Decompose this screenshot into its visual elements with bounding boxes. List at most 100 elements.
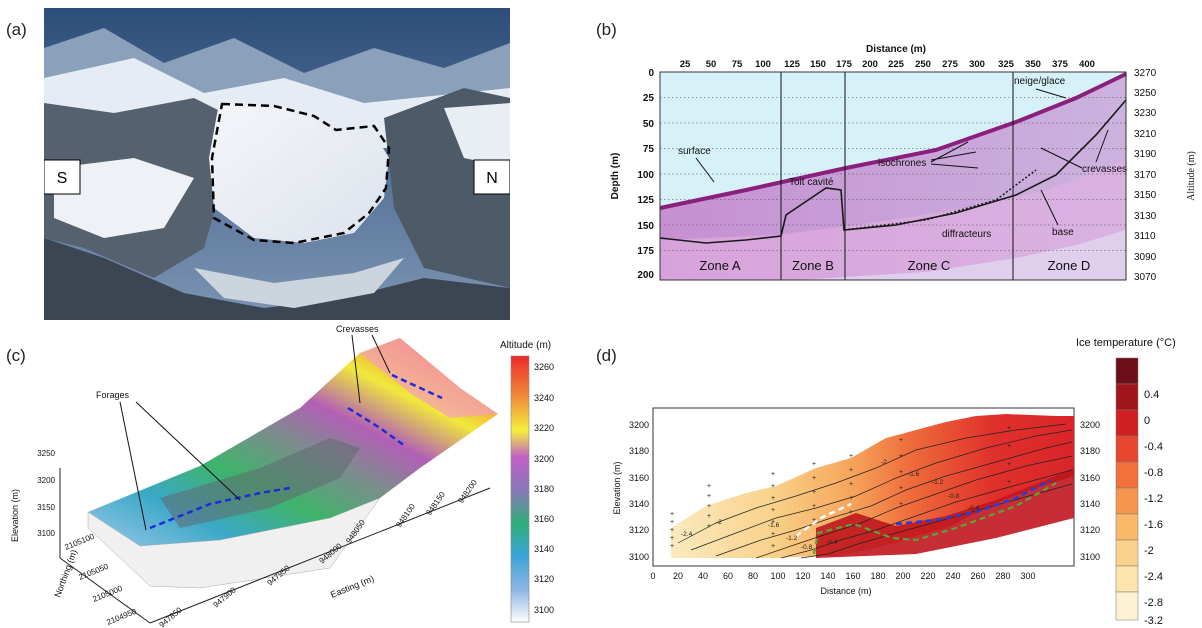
gpr-depth-tick: 100 bbox=[637, 170, 654, 181]
svg-text:+: + bbox=[670, 543, 674, 550]
gpr-depth-title: Depth (m) bbox=[610, 153, 621, 200]
svg-text:+: + bbox=[849, 509, 853, 516]
altitude-tick: 3200 bbox=[534, 454, 554, 464]
temp-x-tick: 60 bbox=[723, 571, 733, 581]
gpr-annotation-base: base bbox=[1052, 227, 1074, 238]
gpr-x-tick: 225 bbox=[888, 59, 905, 70]
temp-colorbar-tick: -0.8 bbox=[1144, 467, 1163, 479]
svg-text:+: + bbox=[899, 437, 903, 444]
gpr-annotation-diffracteurs: diffracteurs bbox=[942, 229, 991, 240]
gpr-x-tick: 325 bbox=[998, 59, 1015, 70]
panel-label-b: (b) bbox=[596, 20, 617, 39]
svg-text:+: + bbox=[707, 503, 711, 510]
temp-colorbar-title: Ice temperature (°C) bbox=[1076, 337, 1176, 349]
altitude-tick: 3140 bbox=[534, 544, 554, 554]
svg-text:+: + bbox=[670, 511, 674, 518]
gpr-alt-tick: 3170 bbox=[1134, 170, 1157, 181]
temp-y-tick: 3200 bbox=[629, 420, 649, 430]
altitude-tick: 3260 bbox=[534, 362, 554, 372]
gpr-annotation-toit: Toit cavité bbox=[789, 177, 834, 188]
svg-text:+: + bbox=[670, 527, 674, 534]
gpr-depth-tick: 0 bbox=[648, 68, 654, 79]
gpr-depth-tick: 125 bbox=[637, 195, 654, 206]
gpr-annotation-neige: neige/glace bbox=[1014, 76, 1066, 87]
gpr-x-tick: 350 bbox=[1025, 59, 1041, 70]
crevasses-label: Crevasses bbox=[336, 324, 379, 334]
gpr-x-tick: 125 bbox=[784, 59, 801, 70]
zone-a-label: Zone A bbox=[699, 258, 741, 273]
temp-x-tick: 160 bbox=[845, 571, 860, 581]
panel-label-c: (c) bbox=[6, 346, 26, 365]
temp-x-tick: 280 bbox=[995, 571, 1010, 581]
svg-text:+: + bbox=[1007, 425, 1011, 432]
contour-label: -0.4 bbox=[826, 539, 838, 546]
svg-text:+: + bbox=[849, 453, 853, 460]
gpr-x-tick: 25 bbox=[680, 59, 691, 70]
temp-y-tick: 3180 bbox=[629, 446, 649, 456]
gpr-x-tick: 50 bbox=[706, 59, 717, 70]
gpr-depth-tick: 25 bbox=[643, 93, 655, 104]
gpr-depth-tick: 50 bbox=[643, 119, 655, 130]
gpr-alt-tick: 3230 bbox=[1134, 108, 1157, 119]
zone-b-label: Zone B bbox=[792, 258, 834, 273]
gpr-alt-tick: 3270 bbox=[1134, 68, 1157, 79]
northing-tick: 2105100 bbox=[63, 532, 96, 552]
altitude-tick: 3220 bbox=[534, 423, 554, 433]
gpr-alt-tick: 3130 bbox=[1134, 211, 1157, 222]
temp-y-right-tick: 3180 bbox=[1080, 446, 1100, 456]
temp-colorbar-tick: -3.2 bbox=[1144, 615, 1163, 627]
svg-text:+: + bbox=[812, 461, 816, 468]
gpr-alt-tick: 3110 bbox=[1134, 231, 1156, 242]
radargram: Distance (m) 25 50 75 100 125 150 175 20… bbox=[610, 44, 1197, 283]
temp-colorbar-tick: -2.4 bbox=[1144, 571, 1163, 583]
temperature-section: + + + + + + + + + + + + + + + + + + + + + + + + + + + + + + + + + +… bbox=[612, 337, 1176, 627]
svg-text:+: + bbox=[1007, 443, 1011, 450]
gpr-alt-tick: 3210 bbox=[1134, 129, 1157, 140]
easting-tick: 947850 bbox=[158, 605, 185, 628]
altitude-tick: 3100 bbox=[534, 605, 554, 615]
svg-text:+: + bbox=[812, 489, 816, 496]
gpr-depth-tick: 75 bbox=[643, 144, 655, 155]
temp-y-title: Elevation (m) bbox=[612, 461, 622, 514]
svg-text:+: + bbox=[812, 475, 816, 482]
altitude-colorbar-title: Altitude (m) bbox=[500, 340, 551, 351]
temp-colorbar-tick: 0.4 bbox=[1144, 389, 1159, 401]
temp-x-tick: 240 bbox=[945, 571, 960, 581]
temp-x-tick: 200 bbox=[895, 571, 910, 581]
altitude-tick: 3180 bbox=[534, 484, 554, 494]
gpr-alt-tick: 3150 bbox=[1134, 190, 1157, 201]
temp-y-right-tick: 3100 bbox=[1080, 552, 1100, 562]
gpr-x-tick: 200 bbox=[862, 59, 878, 70]
svg-text:+: + bbox=[707, 513, 711, 520]
elevation-tick: 3250 bbox=[37, 449, 55, 458]
elevation-tick: 3100 bbox=[37, 529, 55, 538]
temp-x-tick: 180 bbox=[870, 571, 885, 581]
northing-tick: 2105050 bbox=[77, 562, 110, 582]
temp-y-tick: 3100 bbox=[629, 552, 649, 562]
svg-text:+: + bbox=[707, 483, 711, 490]
contour-label: -1.6 bbox=[908, 471, 920, 478]
temp-x-tick: 260 bbox=[970, 571, 985, 581]
svg-text:+: + bbox=[771, 483, 775, 490]
gpr-x-title: Distance (m) bbox=[866, 44, 926, 55]
svg-text:+: + bbox=[812, 503, 816, 510]
elevation-title: Elevation (m) bbox=[10, 489, 20, 542]
temp-x-tick: 80 bbox=[748, 571, 758, 581]
temp-x-tick: 40 bbox=[698, 571, 708, 581]
glacier-plateau bbox=[209, 103, 389, 243]
svg-text:+: + bbox=[849, 481, 853, 488]
svg-text:+: + bbox=[1007, 461, 1011, 468]
contour-label: -1.2 bbox=[786, 535, 798, 542]
temp-y-right-tick: 3120 bbox=[1080, 525, 1100, 535]
gpr-x-tick: 150 bbox=[810, 59, 826, 70]
svg-text:+: + bbox=[849, 467, 853, 474]
temp-x-tick: 120 bbox=[795, 571, 810, 581]
svg-text:+: + bbox=[899, 453, 903, 460]
contour-label: -2 bbox=[716, 519, 722, 526]
temp-x-title: Distance (m) bbox=[820, 586, 871, 596]
gpr-x-tick: 300 bbox=[969, 59, 985, 70]
temp-x-tick: 20 bbox=[673, 571, 683, 581]
temp-y-tick: 3120 bbox=[629, 525, 649, 535]
svg-text:+: + bbox=[707, 523, 711, 530]
temp-colorbar-tick: -1.2 bbox=[1144, 493, 1163, 505]
